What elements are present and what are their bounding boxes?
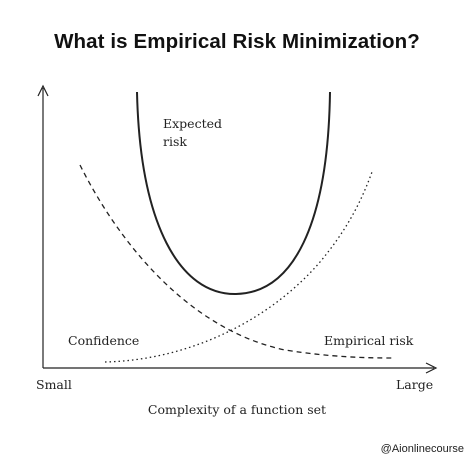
y-axis-arrow xyxy=(37,84,49,97)
x-axis-title: Complexity of a function set xyxy=(148,402,326,417)
empirical-risk-label: Empirical risk xyxy=(324,333,414,348)
expected-risk-label-line1: Expected xyxy=(163,116,222,131)
watermark: @Aionlinecourse xyxy=(380,443,464,455)
x-axis-arrow xyxy=(425,362,438,374)
page-title: What is Empirical Risk Minimization? xyxy=(54,30,420,53)
expected-risk-label-line2: risk xyxy=(163,134,187,149)
x-axis-min-label: Small xyxy=(36,377,72,392)
expected-risk-curve xyxy=(136,91,331,296)
confidence-label: Confidence xyxy=(68,333,139,348)
x-axis-max-label: Large xyxy=(396,377,433,392)
confidence-curve xyxy=(79,164,393,359)
